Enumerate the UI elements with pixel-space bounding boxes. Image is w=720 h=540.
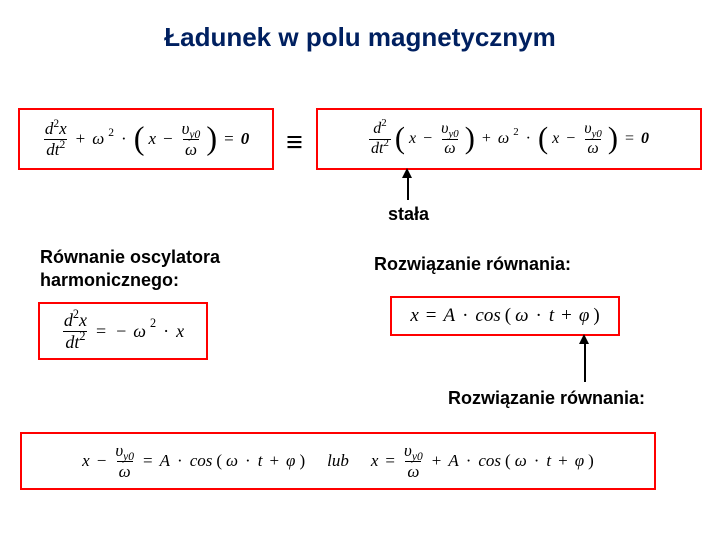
label-solution-2: Rozwiązanie równania: [448, 388, 645, 409]
label-solution-1: Rozwiązanie równania: [374, 254, 571, 275]
label-solution-2-text: Rozwiązanie równania: [448, 388, 645, 408]
eq1-content: d2x dt2 + ω2 · ( x− υy0 ω ) = 0 [43, 120, 249, 159]
slide: Ładunek w polu magnetycznym d2x dt2 + ω2… [0, 0, 720, 540]
eq-box-solution: x = A· cos (ω·t +φ) [390, 296, 620, 336]
eq-final-connector: lub [309, 451, 367, 471]
eq-box-final: x− υy0 ω = A· cos(ω·t+φ) lub x = υy0 ω +… [20, 432, 656, 490]
slide-title-text: Ładunek w polu magnetycznym [164, 22, 556, 52]
label-oscillator-text: Równanie oscylatora harmonicznego: [40, 247, 220, 290]
eq-sol-content: x = A· cos (ω·t +φ) [410, 305, 599, 327]
eq1-rhs: 0 [241, 129, 250, 149]
equiv-symbol: ≡ [286, 126, 303, 160]
eq2-content: d2 dt2 ( x− υy0 ω ) + ω2 · ( x− υy0 ω ) … [369, 121, 649, 158]
eq-box-1: d2x dt2 + ω2 · ( x− υy0 ω ) = 0 [18, 108, 274, 170]
eq-osc-content: d2x dt2 = − ω2 · x [62, 311, 184, 352]
label-stala: stała [388, 204, 429, 225]
label-oscillator: Równanie oscylatora harmonicznego: [40, 246, 270, 291]
slide-title: Ładunek w polu magnetycznym [0, 22, 720, 53]
eq-box-oscillator: d2x dt2 = − ω2 · x [38, 302, 208, 360]
label-stala-text: stała [388, 204, 429, 224]
eq-box-2: d2 dt2 ( x− υy0 ω ) + ω2 · ( x− υy0 ω ) … [316, 108, 702, 170]
label-solution-1-text: Rozwiązanie równania: [374, 254, 571, 274]
eq-final-content: x− υy0 ω = A· cos(ω·t+φ) lub x = υy0 ω +… [82, 442, 594, 481]
eq2-rhs: 0 [641, 130, 649, 148]
